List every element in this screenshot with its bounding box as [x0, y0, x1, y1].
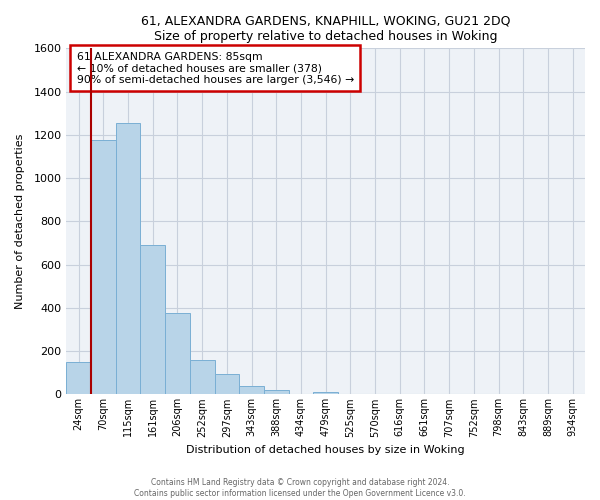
Bar — [116, 123, 140, 394]
Bar — [264, 390, 289, 394]
Text: Contains HM Land Registry data © Crown copyright and database right 2024.
Contai: Contains HM Land Registry data © Crown c… — [134, 478, 466, 498]
Bar — [239, 386, 264, 394]
Title: 61, ALEXANDRA GARDENS, KNAPHILL, WOKING, GU21 2DQ
Size of property relative to d: 61, ALEXANDRA GARDENS, KNAPHILL, WOKING,… — [141, 15, 511, 43]
Text: 61 ALEXANDRA GARDENS: 85sqm
← 10% of detached houses are smaller (378)
90% of se: 61 ALEXANDRA GARDENS: 85sqm ← 10% of det… — [77, 52, 354, 85]
Bar — [190, 360, 215, 394]
Bar — [165, 314, 190, 394]
Bar — [215, 374, 239, 394]
Bar — [67, 362, 91, 394]
X-axis label: Distribution of detached houses by size in Woking: Distribution of detached houses by size … — [187, 445, 465, 455]
Bar — [91, 140, 116, 394]
Bar — [140, 245, 165, 394]
Y-axis label: Number of detached properties: Number of detached properties — [15, 134, 25, 309]
Bar — [313, 392, 338, 394]
